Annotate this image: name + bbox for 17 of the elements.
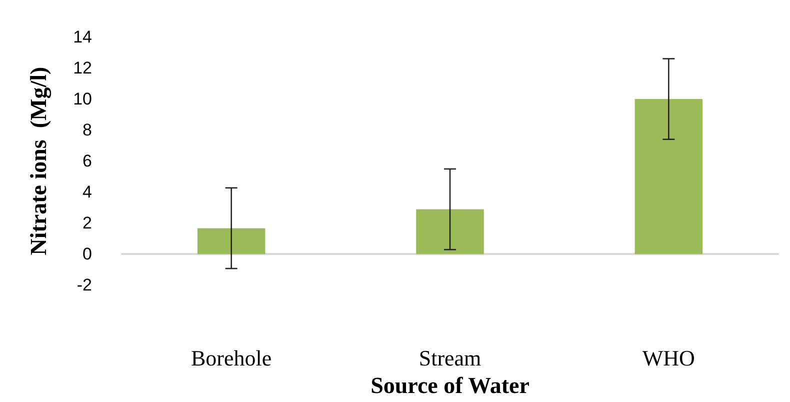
y-axis-title: Nitrate ions (Mg/l) <box>26 66 52 256</box>
bar <box>197 228 266 254</box>
y-tick-label: 12 <box>73 58 92 78</box>
y-tick-label: 0 <box>82 244 92 264</box>
bar <box>416 209 484 254</box>
y-tick-label: 8 <box>82 120 92 140</box>
y-tick-label: 2 <box>82 214 92 233</box>
y-tick-label: 14 <box>73 28 92 46</box>
x-tick-label: WHO <box>642 346 695 371</box>
y-tick-label: 10 <box>73 90 92 109</box>
y-tick-label: 6 <box>82 152 92 171</box>
x-tick-label: Stream <box>418 346 482 371</box>
x-axis-title: Source of Water <box>370 373 530 398</box>
bar <box>634 99 703 254</box>
x-tick-label: Borehole <box>191 346 272 371</box>
y-tick-label: 4 <box>82 182 92 202</box>
y-tick-label: -2 <box>76 276 92 295</box>
